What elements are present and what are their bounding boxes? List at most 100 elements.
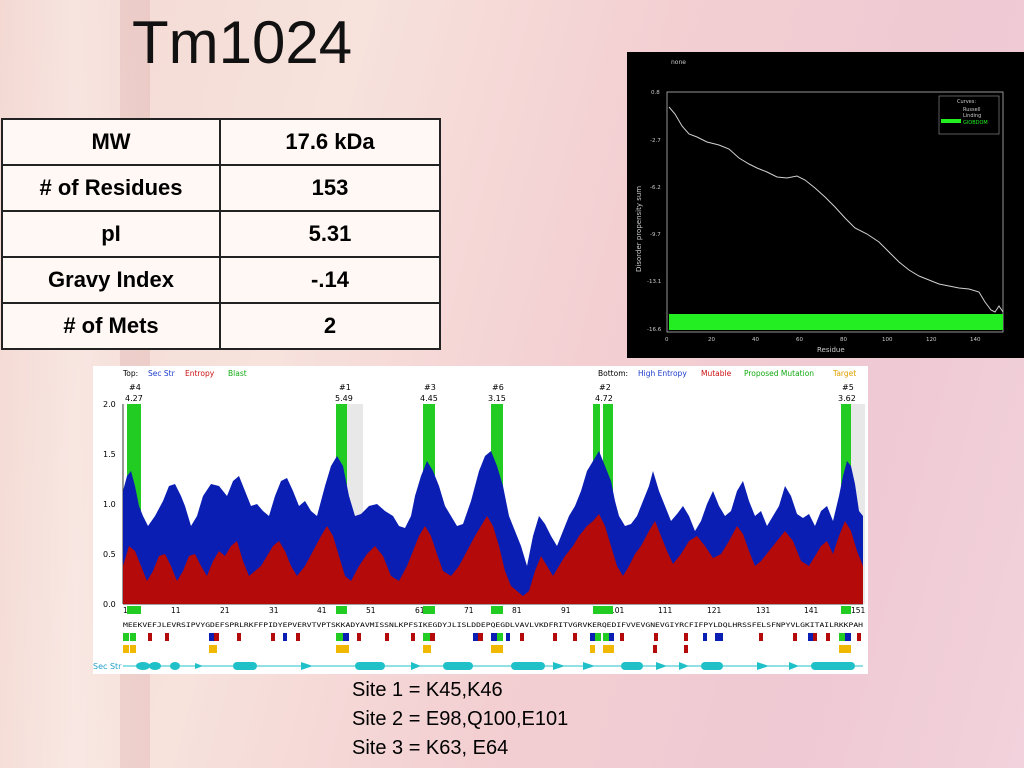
mutable-mark [411, 633, 415, 641]
strand-arrow [757, 662, 769, 670]
y-tick-label: -2.7 [650, 138, 661, 144]
legend-bottom-label: Bottom: [598, 369, 628, 378]
legend-item: Linding [963, 113, 981, 119]
y-tick-label: 2.0 [103, 400, 116, 409]
table-row: # of Residues 153 [1, 164, 441, 212]
mutable-mark [357, 633, 361, 641]
legend-swatch [941, 119, 961, 123]
x-tick-label: 120 [926, 337, 937, 343]
mutable-mark [759, 633, 763, 641]
legend-top-label: Top: [122, 369, 138, 378]
table-row: MW 17.6 kDa [1, 118, 441, 166]
site-score: 3.15 [488, 394, 506, 403]
mutable-mark [296, 633, 300, 641]
y-tick-label: -6.2 [650, 185, 661, 191]
site-score: 4.27 [125, 394, 143, 403]
legend-item: Russell [963, 107, 980, 113]
helix-shape [355, 662, 385, 670]
site-score: 4.72 [595, 394, 613, 403]
mutable-mark [165, 633, 169, 641]
y-tick-label: 0.5 [103, 550, 116, 559]
site-note: Site 3 = K63, E64 [352, 737, 509, 759]
target-mark [491, 645, 503, 653]
proposed-mark [595, 633, 601, 641]
mutable-mark [620, 633, 624, 641]
mutable-mark [385, 633, 389, 641]
property-value: 17.6 kDa [219, 118, 441, 166]
x-tick-label: 121 [707, 606, 722, 615]
high-entropy-mark [473, 633, 478, 641]
high-entropy-mark [343, 633, 349, 641]
target-mark [590, 645, 595, 653]
high-entropy-mark [209, 633, 214, 641]
strand-arrow [195, 663, 203, 669]
proposed-mark [839, 633, 845, 641]
target-mark [839, 645, 851, 653]
globdom-bar [669, 314, 1003, 330]
proposed-mark [336, 633, 343, 641]
high-entropy-mark [715, 633, 723, 641]
site-score: 4.45 [420, 394, 438, 403]
high-entropy-mark [506, 633, 510, 641]
x-tick-label: 101 [610, 606, 625, 615]
y-tick-label: 1.0 [103, 500, 116, 509]
x-tick-label: 40 [752, 337, 759, 343]
helix-shape [233, 662, 257, 670]
site-marker [841, 606, 851, 614]
proposed-mark [497, 633, 503, 641]
x-tick-label: 61 [415, 606, 425, 615]
x-tick-label: 60 [796, 337, 803, 343]
x-tick-label: 11 [171, 606, 181, 615]
strand-arrow [583, 662, 595, 670]
x-tick-label: 131 [756, 606, 771, 615]
property-value: 153 [219, 164, 441, 212]
target-mark [123, 645, 129, 653]
x-tick-label: 100 [882, 337, 893, 343]
entropy-area [123, 514, 863, 604]
helix-shape [170, 662, 180, 670]
site-score: 3.62 [838, 394, 856, 403]
mutable-mark [148, 633, 152, 641]
legend-sec-str: Sec Str [148, 369, 176, 378]
site-note: Site 2 = E98,Q100,E101 [352, 708, 569, 730]
mutable-mark [214, 633, 219, 641]
mutable-mark [857, 633, 861, 641]
high-entropy-mark [845, 633, 851, 641]
high-entropy-mark [590, 633, 595, 641]
target-mark [130, 645, 136, 653]
x-tick-label: 140 [970, 337, 981, 343]
helix-shape [621, 662, 643, 670]
x-tick-label: 0 [665, 337, 669, 343]
mutable-mark [653, 645, 657, 653]
proposed-mark [603, 633, 609, 641]
helix-shape [701, 662, 723, 670]
mutable-mark [478, 633, 483, 641]
high-entropy-mark [808, 633, 813, 641]
x-tick-label: 151 [851, 606, 866, 615]
sec-str-label: Sec Str [93, 662, 122, 671]
site-marker [127, 606, 141, 614]
table-row: pI 5.31 [1, 210, 441, 258]
mutable-mark [553, 633, 557, 641]
high-entropy-mark [609, 633, 614, 641]
residue-annotations [123, 633, 861, 653]
protein-sequence: MEEKVEFJLEVRSIPVYGDEFSPRLRKFFPIDYEPVERVT… [123, 622, 863, 629]
y-axis-label: Disorder propensity sum [635, 186, 643, 272]
mutable-mark [684, 645, 688, 653]
target-mark [423, 645, 431, 653]
x-tick-label: 111 [658, 606, 673, 615]
x-tick-label: 20 [708, 337, 715, 343]
legend-title: Curves: [957, 99, 976, 105]
site-id: #3 [424, 383, 436, 392]
property-value: 2 [219, 302, 441, 350]
x-tick-label: 80 [840, 337, 847, 343]
x-tick-label: 141 [804, 606, 819, 615]
mutable-mark [237, 633, 241, 641]
y-tick-label: 0.8 [651, 90, 660, 96]
x-tick-label: 1 [123, 606, 128, 615]
site-id: #2 [599, 383, 611, 392]
table-row: Gravy Index -.14 [1, 256, 441, 304]
site-id: #6 [492, 383, 504, 392]
x-tick-label: 81 [512, 606, 522, 615]
strand-arrow [656, 662, 667, 670]
